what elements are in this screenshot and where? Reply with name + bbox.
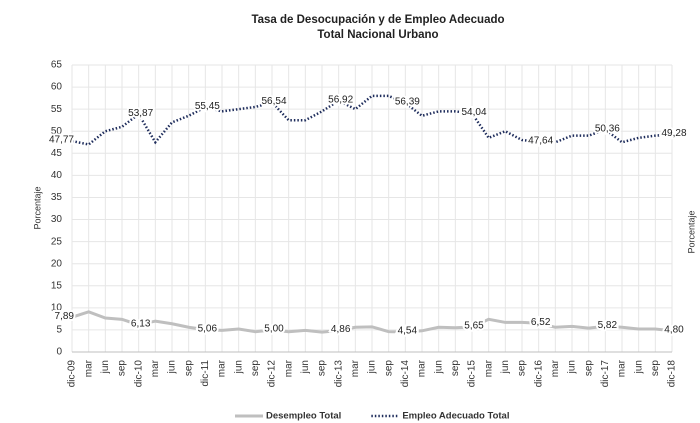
x-tick-label: sep <box>450 360 461 377</box>
y-tick-label: 40 <box>51 170 63 181</box>
x-tick-label: mar <box>483 359 494 377</box>
x-tick-label: jun <box>100 360 111 374</box>
y-tick-label: 15 <box>51 280 63 291</box>
data-label: 6,13 <box>131 319 151 330</box>
x-tick-label: sep <box>183 360 194 377</box>
data-label: 4,80 <box>664 324 684 335</box>
x-tick-label: jun <box>633 360 644 374</box>
y-tick-label: 20 <box>51 258 63 269</box>
y-tick-label: 65 <box>51 60 63 71</box>
x-tick-label: sep <box>650 360 661 377</box>
y-tick-label: 5 <box>56 325 62 336</box>
data-label: 47,77 <box>49 135 74 146</box>
series-line <box>71 310 673 334</box>
legend-label: Empleo Adecuado Total <box>402 411 509 422</box>
data-label: 56,39 <box>395 97 420 108</box>
data-label: 4,54 <box>398 326 418 337</box>
y-tick-label: 60 <box>51 82 63 93</box>
y-tick-label: 35 <box>51 192 63 203</box>
x-tick-label: sep <box>250 360 261 377</box>
x-tick-label: mar <box>350 359 361 377</box>
x-tick-label: jun <box>300 360 311 374</box>
y-axis-label-right: Porcentaje <box>686 210 696 253</box>
legend-label: Desempleo Total <box>266 411 341 422</box>
chart-title: Tasa de Desocupación y de Empleo Adecuad… <box>251 14 504 26</box>
data-label: 55,45 <box>195 101 220 112</box>
x-tick-label: jun <box>167 360 178 374</box>
x-tick-label: jun <box>367 360 378 374</box>
data-label: 5,65 <box>464 321 484 332</box>
data-label: 56,92 <box>328 94 353 105</box>
x-tick-label: dic-15 <box>467 360 478 388</box>
x-tick-label: dic-13 <box>333 360 344 388</box>
x-tick-label: mar <box>617 359 628 377</box>
data-label: 53,87 <box>128 108 153 119</box>
data-label: 5,00 <box>264 324 284 335</box>
data-label: 56,54 <box>261 96 286 107</box>
y-tick-label: 10 <box>51 302 63 313</box>
x-tick-label: mar <box>217 359 228 377</box>
x-tick-label: jun <box>233 360 244 374</box>
chart-subtitle: Total Nacional Urbano <box>317 29 438 41</box>
y-axis-label: Porcentaje <box>32 186 42 229</box>
x-tick-label: dic-18 <box>667 360 678 388</box>
y-tick-label: 0 <box>56 347 62 358</box>
x-tick-label: dic-10 <box>133 360 144 388</box>
y-tick-label: 30 <box>51 214 63 225</box>
x-tick-label: mar <box>83 359 94 377</box>
data-label: 54,04 <box>461 107 486 118</box>
x-tick-label: jun <box>500 360 511 374</box>
y-tick-label: 45 <box>51 148 63 159</box>
data-label: 6,52 <box>531 317 551 328</box>
x-tick-label: jun <box>567 360 578 374</box>
data-label: 49,28 <box>661 128 686 139</box>
x-tick-label: dic-16 <box>533 360 544 388</box>
x-tick-label: sep <box>383 360 394 377</box>
data-label: 7,89 <box>55 311 75 322</box>
data-label: 5,82 <box>598 320 618 331</box>
x-tick-label: mar <box>417 359 428 377</box>
x-tick-label: dic-12 <box>267 360 278 388</box>
data-label: 47,64 <box>528 135 553 146</box>
x-tick-label: sep <box>517 360 528 377</box>
x-tick-label: mar <box>283 359 294 377</box>
y-tick-label: 25 <box>51 236 63 247</box>
y-tick-label: 50 <box>51 126 63 137</box>
x-tick-label: dic-09 <box>67 360 78 388</box>
x-tick-label: sep <box>317 360 328 377</box>
data-label: 50,36 <box>595 123 620 134</box>
data-label: 5,06 <box>198 323 218 334</box>
x-tick-label: dic-14 <box>400 360 411 388</box>
x-tick-label: sep <box>117 360 128 377</box>
x-tick-label: dic-11 <box>200 360 211 387</box>
x-tick-label: sep <box>583 360 594 377</box>
x-tick-label: jun <box>433 360 444 374</box>
x-tick-label: mar <box>150 359 161 377</box>
y-tick-label: 55 <box>51 104 63 115</box>
data-label: 4,86 <box>331 324 351 335</box>
x-tick-label: dic-17 <box>600 360 611 388</box>
x-tick-label: mar <box>550 359 561 377</box>
